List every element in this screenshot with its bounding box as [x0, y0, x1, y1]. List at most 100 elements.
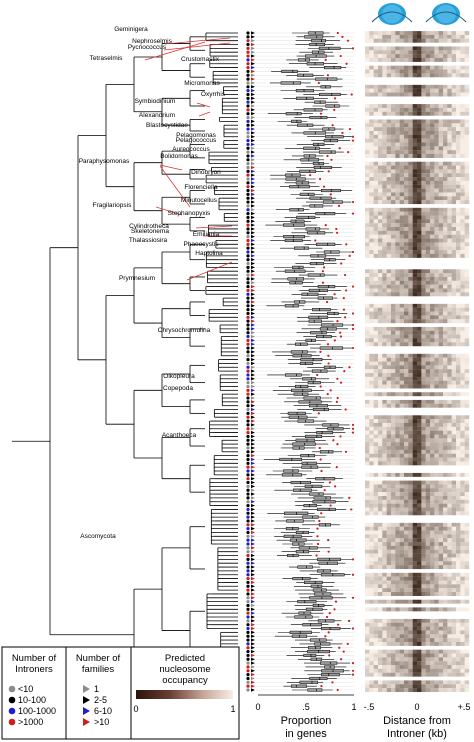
heatmap-cell [404, 545, 409, 550]
tip-family-triangle [251, 530, 255, 535]
heatmap-cell [430, 338, 435, 343]
tip-family-triangle [251, 584, 255, 588]
boxplot-box [295, 342, 308, 346]
heatmap-cell [386, 184, 392, 189]
heatmap-cell [447, 680, 452, 685]
heatmap-cell [421, 588, 426, 593]
heatmap-cell [447, 461, 452, 466]
heatmap-cell [391, 526, 396, 531]
heatmap-cell [456, 111, 461, 116]
heatmap-cell [417, 599, 422, 604]
heatmap-cell [464, 384, 470, 389]
heatmap-cell [460, 434, 465, 439]
heatmap-cell [417, 680, 422, 685]
heatmap-cell [378, 142, 383, 147]
heatmap-cell [421, 269, 426, 274]
tip-introner-dot [246, 135, 250, 139]
boxplot-outlier [326, 393, 329, 396]
heatmap-cell [460, 334, 465, 339]
heatmap-cell [434, 123, 439, 128]
heatmap-cell [408, 630, 413, 635]
heatmap-cell [382, 572, 387, 577]
boxplot-outlier [327, 539, 330, 542]
heatmap-cell [460, 92, 465, 97]
tip-family-triangle [251, 465, 255, 469]
heatmap-cell [391, 319, 396, 324]
heatmap-cell [365, 638, 370, 643]
heatmap-cell [365, 107, 370, 112]
heatmap-cell [421, 641, 426, 646]
heatmap-cell [438, 234, 444, 239]
heatmap-cell [447, 526, 452, 531]
heatmap-cell [425, 426, 431, 431]
heatmap-cell [369, 638, 374, 643]
heatmap-cell [395, 84, 400, 89]
heatmap-cell [408, 169, 413, 174]
heatmap-cell [382, 430, 387, 435]
heatmap-cell [430, 288, 435, 293]
heatmap-cell [369, 238, 374, 243]
heatmap-cell [443, 522, 448, 527]
heatmap-cell [451, 311, 457, 316]
heatmap-cell [421, 461, 426, 466]
heatmap-cell [373, 238, 379, 243]
heatmap-cell [438, 438, 444, 443]
heatmap-cell [430, 488, 435, 493]
heatmap-cell [412, 576, 418, 581]
heatmap-cell [373, 503, 379, 508]
heatmap-cell [386, 84, 392, 89]
heatmap-cell [408, 461, 413, 466]
heatmap-cell [425, 549, 431, 554]
heatmap-cell [373, 626, 379, 631]
heatmap-cell [451, 641, 457, 646]
heatmap-cell [438, 111, 444, 116]
heatmap-cell [404, 499, 409, 504]
tip-family-triangle [251, 377, 255, 381]
heatmap-cell [382, 442, 387, 447]
heatmap-cell [386, 142, 392, 147]
heatmap-cell [386, 453, 392, 458]
heatmap-cell [408, 419, 413, 424]
heatmap-cell [430, 449, 435, 454]
heatmap-cell [369, 127, 374, 132]
heatmap-cell [438, 392, 444, 397]
heatmap-cell [378, 307, 383, 312]
heatmap-cell [438, 672, 444, 677]
heatmap-cell [434, 326, 439, 331]
boxplot-box [291, 119, 302, 123]
heatmap-cell [430, 561, 435, 566]
heatmap-cell [417, 365, 422, 370]
tip-family-triangle [251, 476, 255, 481]
heatmap-cell [395, 246, 400, 251]
heatmap-cell [443, 380, 448, 385]
heatmap-cell [430, 657, 435, 662]
heatmap-cell [456, 680, 461, 685]
heatmap-cell [391, 361, 396, 366]
heatmap-cell [460, 499, 465, 504]
heatmap-cell [434, 688, 439, 693]
heatmap-cell [456, 326, 461, 331]
heatmap-cell [460, 357, 465, 362]
heatmap-cell [378, 557, 383, 562]
heatmap-cell [369, 668, 374, 673]
heatmap-cell [399, 127, 405, 132]
heatmap-cell [417, 415, 422, 420]
tip-introner-dot [246, 400, 250, 404]
heatmap-cell [434, 641, 439, 646]
tip-introner-dot [246, 603, 250, 608]
tip-introner-dot [246, 350, 250, 354]
heatmap-cell [425, 392, 431, 397]
heatmap-cell [408, 376, 413, 381]
heatmap-cell [425, 657, 431, 662]
tip-family-triangle [251, 369, 255, 373]
heatmap-cell [447, 154, 452, 158]
heatmap-cell [386, 280, 392, 285]
heatmap-cell [369, 65, 374, 70]
heatmap-cell [386, 430, 392, 435]
heatmap-cell [460, 557, 465, 562]
heatmap-cell [425, 207, 431, 212]
heatmap-cell [395, 461, 400, 466]
heatmap-cell [425, 326, 431, 331]
heatmap-cell [456, 38, 461, 43]
heatmap-cell [434, 565, 439, 570]
